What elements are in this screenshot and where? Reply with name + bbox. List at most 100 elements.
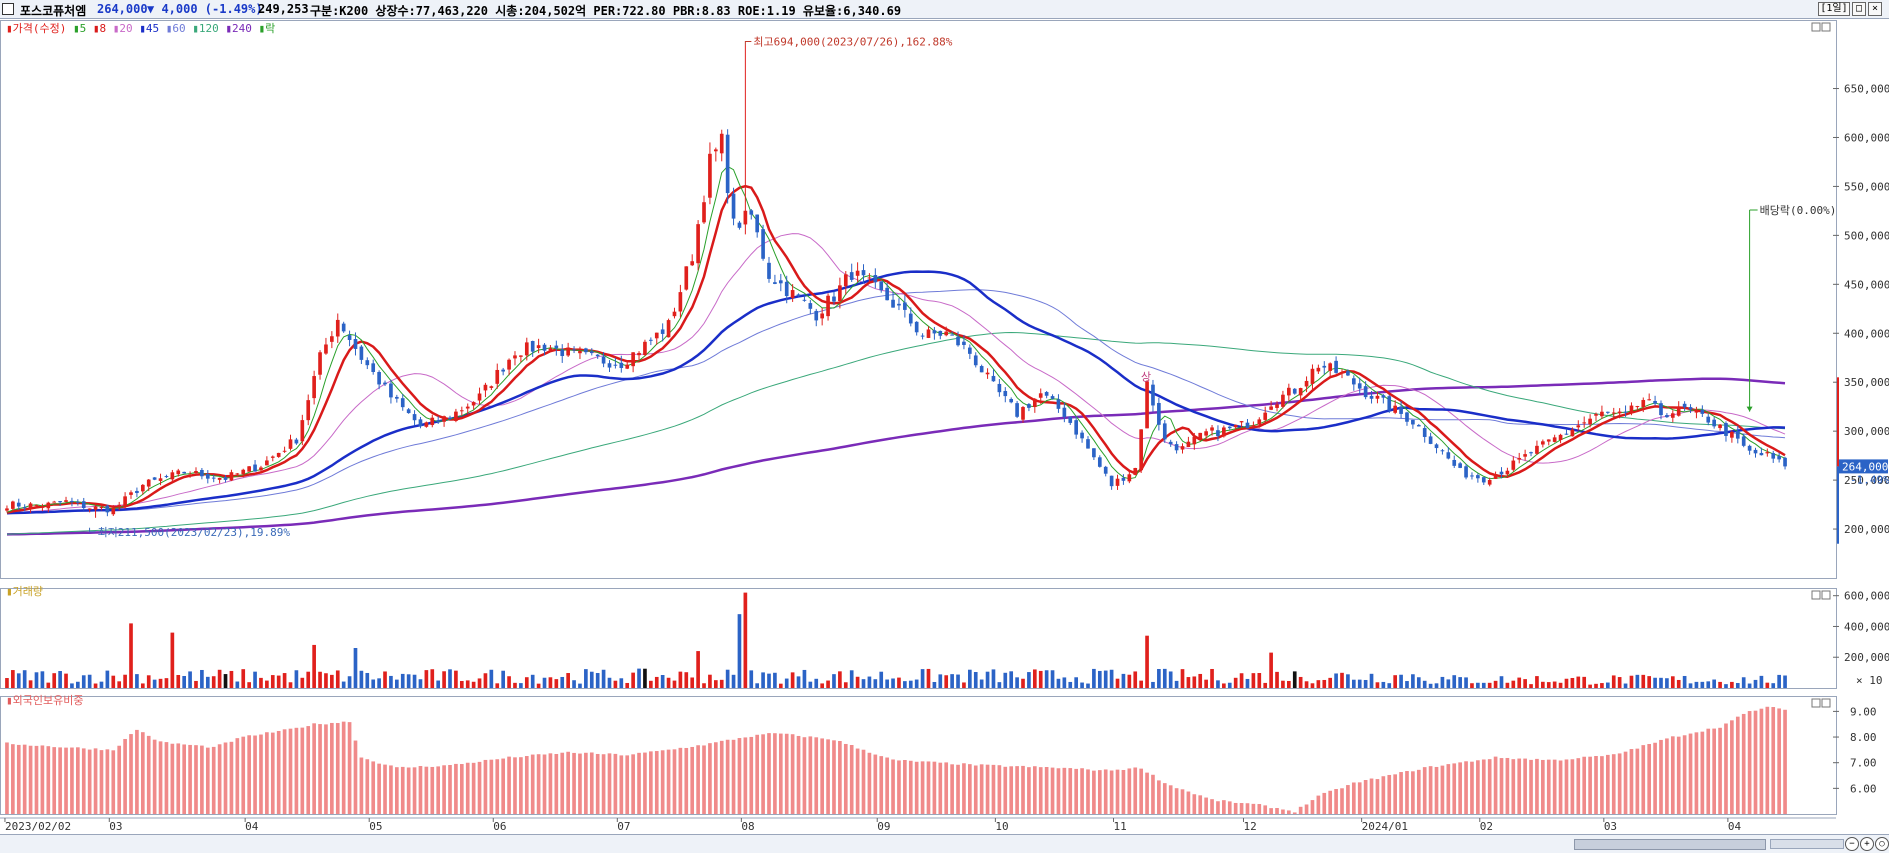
price-candle	[200, 469, 204, 477]
high-marker	[744, 40, 752, 46]
foreign-bar	[146, 735, 151, 814]
foreign-bar	[406, 767, 411, 814]
price-candle	[725, 134, 730, 194]
foreign-bar	[1552, 759, 1557, 814]
price-candle	[1771, 453, 1776, 459]
volume-bar	[1032, 669, 1037, 688]
foreign-bar	[1605, 754, 1610, 814]
price-candle	[1245, 422, 1250, 429]
price-candle	[324, 344, 328, 354]
foreign-bar	[1747, 711, 1752, 814]
volume-bar	[1600, 683, 1604, 688]
foreign-bar	[188, 744, 192, 814]
foreign-bar	[1452, 763, 1457, 814]
foreign-bar	[1287, 810, 1291, 814]
volume-bar	[448, 669, 452, 688]
volume-bar	[1458, 677, 1462, 688]
volume-bar	[129, 623, 133, 688]
legend-ex-dividend: 락	[265, 22, 276, 35]
volume-bar	[1351, 679, 1356, 688]
price-candle	[1381, 395, 1386, 398]
volume-bar	[400, 673, 405, 688]
zoom-in-icon[interactable]: +	[1860, 837, 1874, 851]
volume-bar	[530, 674, 535, 688]
volume-bar	[554, 679, 559, 688]
price-candle	[784, 281, 789, 297]
volume-bar	[985, 671, 990, 688]
panel-checkbox[interactable]	[2, 3, 14, 15]
price-candle	[802, 299, 807, 301]
price-candle	[1411, 419, 1415, 425]
foreign-bar	[1470, 761, 1474, 814]
volume-bar	[454, 670, 458, 688]
foreign-bar	[513, 757, 517, 814]
foreign-bar	[1623, 751, 1628, 814]
foreign-bar	[903, 760, 907, 814]
foreign-bar	[1558, 760, 1563, 814]
volume-bar	[1021, 678, 1025, 688]
volume-ytick-label: 200,000	[1844, 651, 1889, 664]
volume-bar	[867, 676, 872, 688]
volume-bar	[519, 683, 523, 688]
price-candle	[1434, 444, 1439, 449]
foreign-bar	[891, 759, 895, 814]
scroll-thumb[interactable]	[1574, 839, 1766, 850]
foreign-bar	[335, 723, 340, 814]
price-candle	[1145, 381, 1149, 429]
volume-bar	[613, 680, 618, 688]
volume-bar	[938, 674, 943, 688]
price-candle	[649, 339, 653, 341]
volume-bar	[784, 678, 789, 688]
foreign-bar	[838, 741, 842, 814]
foreign-bar	[1334, 789, 1338, 814]
price-candle	[1038, 393, 1043, 398]
price-candle	[282, 450, 287, 452]
foreign-bar	[46, 746, 51, 814]
volume-bar	[725, 669, 730, 688]
volume-bar	[1493, 680, 1498, 688]
price-candle	[205, 473, 210, 479]
foreign-bar	[950, 764, 954, 814]
foreign-bar	[1021, 765, 1025, 814]
zoom-out-icon[interactable]: −	[1845, 837, 1859, 851]
foreign-bar	[897, 760, 901, 814]
volume-bar	[979, 679, 984, 688]
volume-bar	[631, 672, 635, 688]
foreign-bar	[1127, 768, 1132, 814]
legend-ma120: 120	[198, 22, 219, 35]
foreign-bar	[713, 742, 718, 814]
volume-bar	[589, 671, 594, 688]
price-candle	[1576, 425, 1581, 428]
price-candle	[542, 344, 547, 351]
stock-info: 구분:K200 상장수:77,463,220 시총:204,502억 PER:7…	[310, 4, 902, 18]
zoom-slider[interactable]	[1770, 839, 1844, 849]
volume-bar	[560, 676, 565, 688]
foreign-bar	[395, 767, 399, 814]
foreign-bar	[265, 732, 269, 814]
foreign-bar	[1700, 731, 1705, 814]
price-candle	[1405, 412, 1409, 422]
foreign-bar	[1298, 806, 1303, 814]
price-candle	[11, 501, 15, 509]
price-candle	[690, 261, 695, 266]
zoom-reset-icon[interactable]: ○	[1875, 837, 1889, 851]
price-candle	[454, 411, 458, 421]
foreign-bar	[1724, 723, 1728, 814]
volume-bar	[22, 670, 27, 688]
maximize-icon[interactable]: □	[1852, 2, 1866, 16]
close-icon[interactable]: ×	[1868, 2, 1882, 16]
price-ytick-label: 550,000	[1844, 180, 1889, 193]
foreign-bar	[170, 743, 175, 814]
foreign-bar	[223, 742, 228, 814]
price-candle	[158, 478, 163, 481]
foreign-bar	[873, 754, 878, 814]
price-candle	[81, 501, 86, 509]
volume-bar	[306, 671, 311, 688]
volume-bar	[40, 671, 45, 688]
volume-bar	[241, 669, 246, 688]
price-panel-frame	[0, 20, 1837, 579]
volume-bar	[1222, 683, 1226, 688]
foreign-bar	[1192, 794, 1197, 814]
volume-bar	[1115, 678, 1120, 688]
period-selector[interactable]: [1일]	[1818, 2, 1850, 16]
